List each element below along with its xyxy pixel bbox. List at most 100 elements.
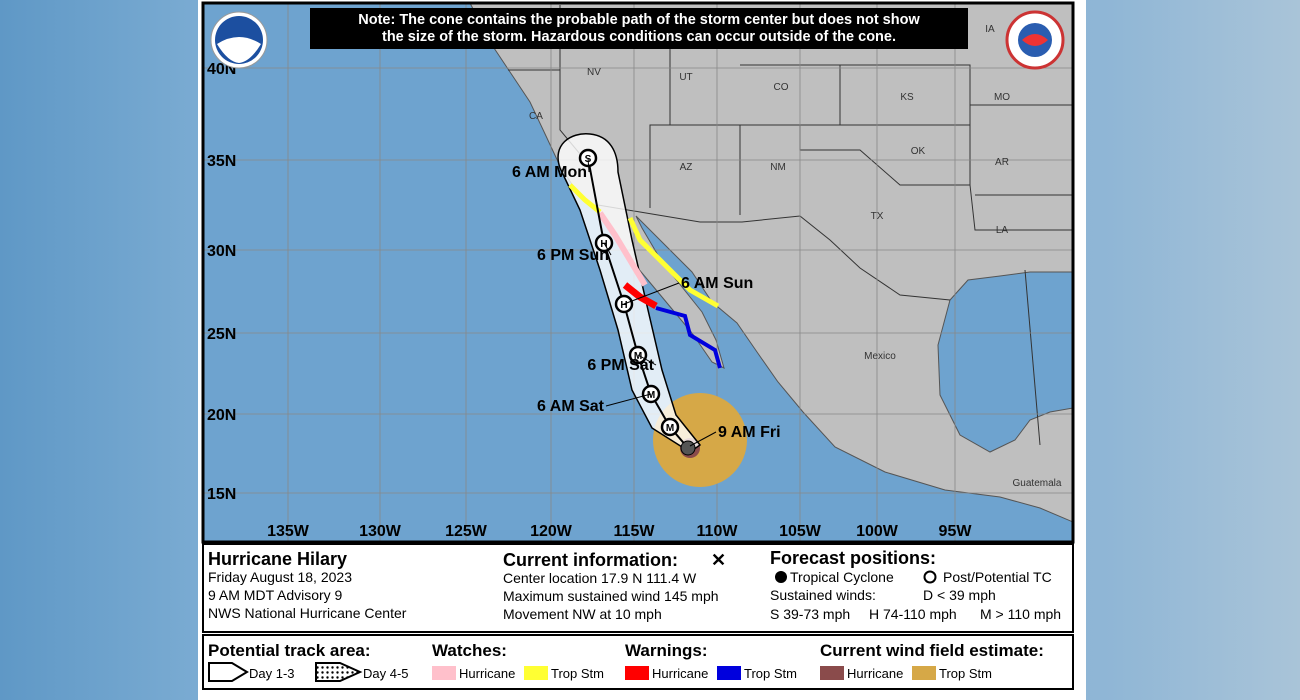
map-frame — [201, 1, 1075, 544]
current-line: Center location 17.9 N 111.4 W — [503, 570, 697, 586]
storm-name: Hurricane Hilary — [208, 549, 347, 569]
lon-label: 100W — [856, 523, 899, 540]
legend-text: Day 4-5 — [363, 666, 409, 681]
forecast-point — [660, 417, 680, 437]
leader-line — [605, 393, 652, 407]
forecast-label: 6 PM Sun — [537, 247, 609, 264]
tc-symbol — [775, 571, 787, 583]
state-label: OK — [911, 146, 926, 157]
state-label: IA — [985, 24, 995, 35]
forecast-letter: M — [647, 390, 655, 401]
forecast-letter: M — [634, 351, 642, 362]
legend-text: H 74-110 mph — [869, 606, 957, 622]
lat-label: 25N — [207, 326, 236, 343]
country-label: Mexico — [864, 351, 896, 362]
lon-label: 110W — [697, 523, 739, 540]
forecast-label: 6 PM Sat — [587, 357, 654, 374]
legend-text: Day 1-3 — [249, 666, 295, 681]
legend-heading: Warnings: — [625, 641, 707, 660]
info-box — [202, 543, 1074, 633]
state-label: AR — [995, 157, 1009, 168]
legend-swatch — [524, 666, 548, 680]
lon-label: 130W — [359, 523, 402, 540]
state-label: MO — [994, 92, 1010, 103]
lat-label: 35N — [207, 153, 236, 170]
lat-label: 15N — [207, 486, 236, 503]
state-label: CO — [774, 82, 789, 93]
state-label: TX — [871, 211, 884, 222]
note-box — [310, 8, 968, 49]
state-label: CA — [529, 111, 543, 122]
leader-line — [637, 354, 657, 366]
leader-line — [603, 242, 612, 256]
current-heading: Current information: — [503, 550, 678, 570]
legend-swatch — [717, 666, 741, 680]
state-label: AZ — [680, 162, 693, 173]
current-position — [680, 440, 696, 456]
legend-heading: Watches: — [432, 641, 507, 660]
current-symbol: ✕ — [711, 550, 726, 570]
warning-trop-storm — [655, 306, 722, 369]
nws-logo — [1005, 10, 1065, 70]
lat-label: 20N — [207, 407, 236, 424]
lon-label: 95W — [939, 523, 973, 540]
legend-swatch — [625, 666, 649, 680]
graticule — [203, 3, 1073, 542]
storm-detail: 9 AM MDT Advisory 9 — [208, 587, 343, 603]
legend-text: Sustained winds: — [770, 587, 876, 603]
lon-label: 135W — [267, 523, 310, 540]
legend-text: Tropical Cyclone — [790, 569, 894, 585]
current-line: Movement NW at 10 mph — [503, 606, 662, 622]
country-label: Guatemala — [1013, 478, 1062, 489]
forecast-heading: Forecast positions: — [770, 548, 936, 568]
lat-label: 30N — [207, 243, 236, 260]
lon-label: 120W — [530, 523, 573, 540]
forecast-label: 6 AM Sat — [537, 398, 605, 415]
note-line: the size of the storm. Hazardous conditi… — [382, 29, 896, 45]
noaa-logo — [210, 11, 268, 69]
leader-line — [587, 157, 590, 173]
state-label: NM — [770, 162, 786, 173]
legend-heading: Potential track area: — [208, 641, 371, 660]
note-line: Note: The cone contains the probable pat… — [358, 12, 920, 28]
legend-text: Post/Potential TC — [943, 569, 1052, 585]
legend-text: Hurricane — [847, 666, 903, 681]
current-label: 9 AM Fri — [718, 424, 781, 441]
forecast-label: 6 AM Sun — [681, 275, 753, 292]
legend-text: D < 39 mph — [923, 587, 996, 603]
forecast-letter: M — [666, 423, 674, 434]
legend-text: Hurricane — [459, 666, 515, 681]
legend-swatch — [820, 666, 844, 680]
forecast-label: 6 AM Mon — [512, 164, 587, 181]
legend-text: Trop Stm — [744, 666, 797, 681]
forecast-letter: H — [620, 300, 627, 311]
legend-text: Hurricane — [652, 666, 708, 681]
storm-detail: NWS National Hurricane Center — [208, 605, 407, 621]
day13-icon — [208, 662, 249, 682]
ptc-symbol — [923, 570, 937, 584]
current-line: Maximum sustained wind 145 mph — [503, 588, 719, 604]
legend-text: Trop Stm — [551, 666, 604, 681]
warning-hurricane — [622, 282, 658, 310]
state-label: KS — [900, 92, 914, 103]
legend-swatch — [912, 666, 936, 680]
state-label: LA — [996, 225, 1009, 236]
legend-text: M > 110 mph — [980, 606, 1061, 622]
legend-text: S 39-73 mph — [770, 606, 850, 622]
lon-label: 115W — [614, 523, 656, 540]
leader-line — [623, 282, 680, 305]
legend-swatch — [432, 666, 456, 680]
storm-detail: Friday August 18, 2023 — [208, 569, 352, 585]
lon-label: 125W — [445, 523, 488, 540]
state-label: UT — [679, 72, 692, 83]
lon-label: 105W — [779, 523, 822, 540]
forecast-letter: H — [600, 239, 607, 250]
watch-trop-storm — [568, 183, 602, 214]
legend-text: Trop Stm — [939, 666, 992, 681]
